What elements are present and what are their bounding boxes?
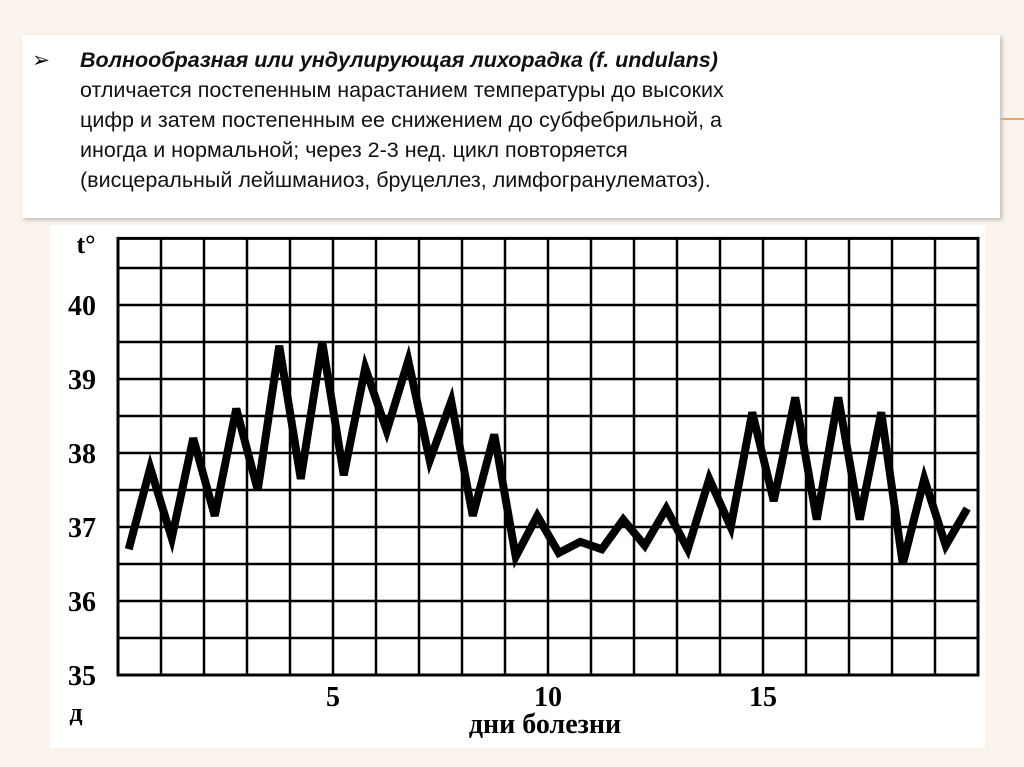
x-axis-label: дни болезни xyxy=(469,709,621,740)
y-tick-label: 36 xyxy=(68,587,96,618)
x-tick-label: 10 xyxy=(534,682,562,713)
y-tick-label: 40 xyxy=(68,291,96,322)
heading: Волнообразная или ундулирующая лихорадка… xyxy=(80,48,718,72)
text-line: (висцеральный лейшманиоз, бруцеллез, лим… xyxy=(80,168,711,192)
text-line: отличается постепенным нарастанием темпе… xyxy=(80,78,724,102)
plot-frame xyxy=(116,236,980,677)
text-line: цифр и затем постепенным ее снижением до… xyxy=(80,108,722,132)
text-box: ➢ Волнообразная или ундулирующая лихорад… xyxy=(22,35,1000,218)
y-tick-label: 39 xyxy=(68,365,96,396)
y-tick-label: 37 xyxy=(68,513,96,544)
x-tick-label: 5 xyxy=(326,682,340,713)
y-tick-label: 38 xyxy=(68,439,96,470)
text-line: иногда и нормальной; через 2-3 нед. цикл… xyxy=(80,138,628,162)
y-tick-label: 35 xyxy=(68,661,96,692)
decoration xyxy=(1000,118,1024,120)
y-axis-label: t° xyxy=(76,230,95,259)
x-tick-label: 15 xyxy=(749,682,777,713)
x-unit-label: д xyxy=(69,698,82,727)
chart: t° д дни болезни 35 36 37 38 39 40 5 10 15 xyxy=(50,225,985,748)
temperature-line xyxy=(124,341,971,569)
bullet: ➢ xyxy=(32,48,51,72)
